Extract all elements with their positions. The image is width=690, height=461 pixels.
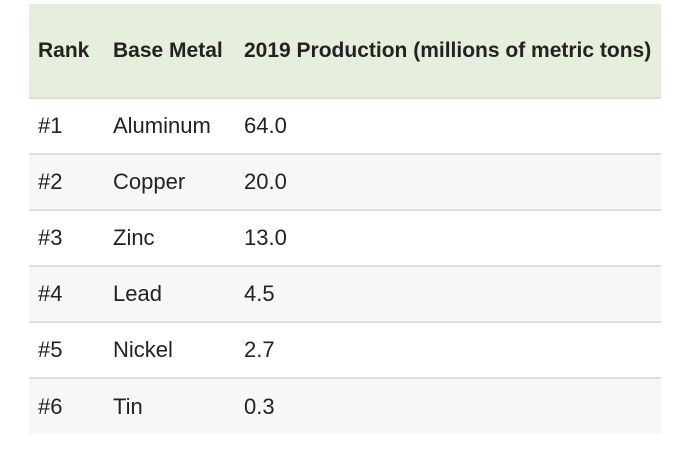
metal-cell: Tin — [113, 393, 143, 419]
production-cell: 13.0 — [244, 225, 287, 250]
production-cell: 64.0 — [244, 113, 287, 138]
metal-cell: Copper — [113, 169, 186, 194]
table-header: Rank Base Metal 2019 Production (million… — [29, 4, 661, 98]
production-cell: 0.3 — [244, 393, 275, 419]
metal-cell: Lead — [113, 281, 162, 306]
table-body: #1 Aluminum 64.0 #2 Copper 20.0 #3 Zinc … — [29, 98, 661, 434]
rank-cell: #1 — [38, 113, 63, 138]
table-row: #6 Tin 0.3 — [29, 378, 661, 434]
rank-column-header: Rank — [38, 39, 90, 62]
metal-cell: Aluminum — [113, 113, 211, 138]
metal-cell: Nickel — [113, 337, 173, 362]
metal-column-header: Base Metal — [113, 39, 223, 62]
base-metal-production-table: Rank Base Metal 2019 Production (million… — [29, 4, 661, 434]
table-row: #4 Lead 4.5 — [29, 266, 661, 322]
rank-cell: #6 — [38, 393, 63, 419]
production-table-container: Rank Base Metal 2019 Production (million… — [29, 4, 661, 434]
rank-cell: #5 — [38, 337, 63, 362]
rank-cell: #2 — [38, 169, 63, 194]
table-row: #5 Nickel 2.7 — [29, 322, 661, 378]
table-row: #3 Zinc 13.0 — [29, 210, 661, 266]
rank-cell: #4 — [38, 281, 63, 306]
production-cell: 2.7 — [244, 337, 275, 362]
table-row: #1 Aluminum 64.0 — [29, 98, 661, 154]
table-row: #2 Copper 20.0 — [29, 154, 661, 210]
production-column-header: 2019 Production (millions of metric tons… — [244, 39, 652, 62]
rank-cell: #3 — [38, 225, 63, 250]
production-cell: 4.5 — [244, 281, 275, 306]
header-row: Rank Base Metal 2019 Production (million… — [29, 4, 661, 98]
production-cell: 20.0 — [244, 169, 287, 194]
metal-cell: Zinc — [113, 225, 155, 250]
